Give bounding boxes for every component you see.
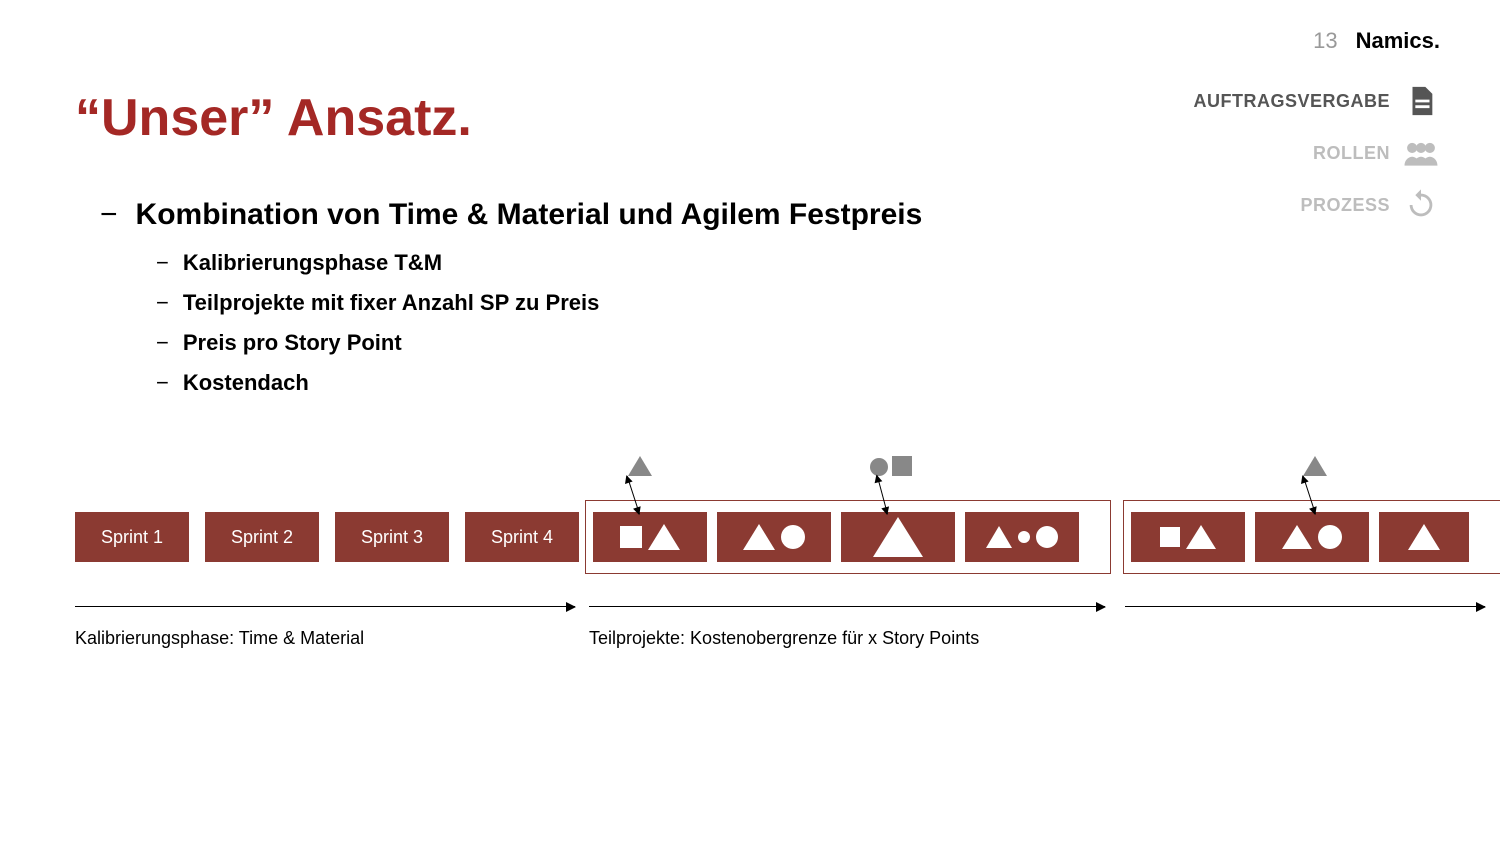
phase-arrow — [1125, 606, 1485, 607]
shape-row — [593, 512, 1079, 562]
dash: − — [156, 250, 169, 276]
bullet-text: Teilprojekte mit fixer Anzahl SP zu Prei… — [183, 290, 600, 316]
sidebar-label: ROLLEN — [1313, 143, 1390, 164]
bullet-lvl2: −Teilprojekte mit fixer Anzahl SP zu Pre… — [156, 290, 922, 316]
sidebar-label: AUFTRAGSVERGABE — [1193, 91, 1390, 112]
bullet-list: − Kombination von Time & Material und Ag… — [100, 198, 922, 410]
sidebar-item-rollen: ROLLEN — [1313, 134, 1440, 172]
bullet-text: Kostendach — [183, 370, 309, 396]
triangle-shape — [986, 526, 1012, 548]
sidebar-item-prozess: PROZESS — [1300, 186, 1440, 224]
phase-arrow — [75, 606, 575, 607]
page-number: 13 — [1313, 28, 1337, 54]
floating-shapes — [628, 456, 652, 476]
circle-shape — [1018, 531, 1030, 543]
square-shape — [620, 526, 642, 548]
sprint-box: Sprint 2 — [205, 512, 319, 562]
triangle-shape — [873, 517, 923, 557]
cycle-icon — [1402, 186, 1440, 224]
square-shape — [1160, 527, 1180, 547]
sprint-row: Sprint 1 Sprint 2 Sprint 3 Sprint 4 — [75, 512, 579, 562]
triangle-shape — [1303, 456, 1327, 476]
phase-label: Kalibrierungsphase: Time & Material — [75, 628, 364, 649]
header: 13 Namics. — [1313, 28, 1440, 54]
bullet-lvl2: −Preis pro Story Point — [156, 330, 922, 356]
sprint-box: Sprint 3 — [335, 512, 449, 562]
dash: − — [156, 290, 169, 316]
shape-row — [1131, 512, 1469, 562]
feature-box — [1255, 512, 1369, 562]
triangle-shape — [1408, 524, 1440, 550]
document-icon — [1402, 82, 1440, 120]
triangle-shape — [628, 456, 652, 476]
feature-box — [1379, 512, 1469, 562]
phase-label: Teilprojekte: Kostenobergrenze für x Sto… — [589, 628, 979, 649]
feature-box — [717, 512, 831, 562]
triangle-shape — [743, 524, 775, 550]
bullet-lvl1: − Kombination von Time & Material und Ag… — [100, 198, 922, 232]
triangle-shape — [648, 524, 680, 550]
sidebar: AUFTRAGSVERGABE ROLLEN PROZESS — [1193, 82, 1440, 224]
people-icon — [1402, 134, 1440, 172]
phase-arrow — [589, 606, 1105, 607]
sprint-box: Sprint 1 — [75, 512, 189, 562]
dash: − — [100, 198, 118, 232]
circle-shape — [1318, 525, 1342, 549]
brand: Namics. — [1356, 28, 1440, 54]
feature-box — [1131, 512, 1245, 562]
bullet-lvl2: −Kostendach — [156, 370, 922, 396]
bullet-text: Preis pro Story Point — [183, 330, 402, 356]
slide-title: “Unser” Ansatz. — [75, 88, 472, 148]
floating-shapes — [870, 456, 912, 476]
dash: − — [156, 330, 169, 356]
triangle-shape — [1282, 525, 1312, 549]
feature-box — [593, 512, 707, 562]
circle-shape — [781, 525, 805, 549]
square-shape — [892, 456, 912, 476]
bullet-text: Kombination von Time & Material und Agil… — [136, 198, 923, 232]
bullet-lvl2: −Kalibrierungsphase T&M — [156, 250, 922, 276]
feature-box — [965, 512, 1079, 562]
circle-shape — [1036, 526, 1058, 548]
bullet-text: Kalibrierungsphase T&M — [183, 250, 442, 276]
sprint-box: Sprint 4 — [465, 512, 579, 562]
sidebar-item-auftragsvergabe: AUFTRAGSVERGABE — [1193, 82, 1440, 120]
dash: − — [156, 370, 169, 396]
sidebar-label: PROZESS — [1300, 195, 1390, 216]
floating-shapes — [1303, 456, 1327, 476]
feature-box — [841, 512, 955, 562]
triangle-shape — [1186, 525, 1216, 549]
process-diagram: Sprint 1 Sprint 2 Sprint 3 Sprint 4 Kalibrie… — [75, 456, 1475, 676]
